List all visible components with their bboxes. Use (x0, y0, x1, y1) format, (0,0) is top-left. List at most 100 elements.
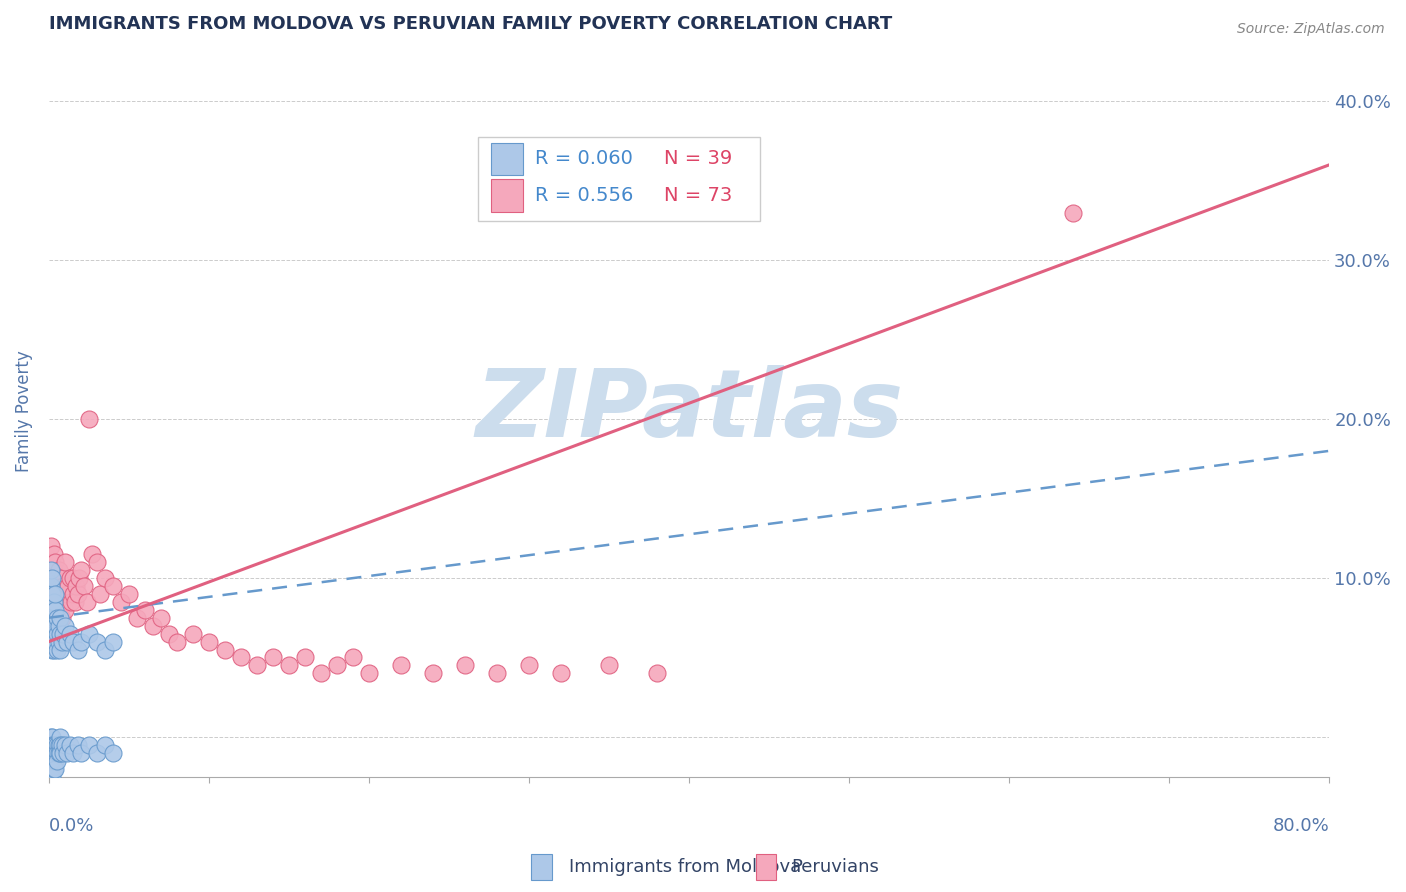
Point (49, 746, 72, 760)
Point (42, 587, 65, 601)
Point (309, 666, 332, 681)
Point (44, 555, 66, 569)
Point (214, 642, 236, 657)
Point (53, 603, 76, 617)
Point (44, 587, 66, 601)
Point (46, 754, 69, 768)
Point (41, 571, 63, 585)
Point (62, 571, 84, 585)
Point (39, 539, 62, 553)
Point (181, 626, 204, 640)
Point (59, 738, 82, 752)
Text: Immigrants from Moldova: Immigrants from Moldova (569, 858, 801, 876)
Point (42, 611, 65, 625)
Point (44, 762, 66, 776)
Point (41, 587, 63, 601)
Point (77, 626, 100, 640)
Point (645, 666, 668, 681)
Point (46, 746, 69, 760)
Point (66, 642, 89, 657)
Point (39, 579, 62, 593)
Point (150, 611, 173, 625)
Point (86, 746, 108, 760)
Point (48, 634, 70, 648)
Point (262, 650, 284, 665)
Point (86, 634, 108, 648)
Point (101, 634, 124, 648)
Point (42, 595, 65, 609)
Point (39, 611, 62, 625)
Text: N = 39: N = 39 (664, 150, 731, 169)
Text: R = 0.060: R = 0.060 (536, 150, 633, 169)
Point (41, 730, 63, 744)
Point (41, 634, 63, 648)
Point (41, 770, 63, 784)
Point (48, 563, 70, 577)
Point (486, 666, 509, 681)
Point (44, 579, 66, 593)
Point (39, 579, 62, 593)
Point (41, 746, 63, 760)
Point (49, 626, 72, 640)
Point (77, 412, 100, 426)
Point (49, 603, 72, 617)
Point (66, 738, 89, 752)
Text: N = 73: N = 73 (664, 186, 731, 205)
Point (39, 555, 62, 569)
Point (55, 634, 77, 648)
Point (51, 738, 73, 752)
Point (598, 658, 620, 673)
Point (52, 746, 75, 760)
Point (246, 658, 269, 673)
Point (55, 587, 77, 601)
Point (49, 738, 72, 752)
Point (42, 563, 65, 577)
Point (49, 642, 72, 657)
Point (59, 626, 82, 640)
Y-axis label: Family Poverty: Family Poverty (15, 351, 32, 472)
Point (86, 555, 108, 569)
Point (76, 595, 98, 609)
Point (1062, 205, 1084, 219)
Point (77, 738, 100, 752)
Point (48, 738, 70, 752)
Point (357, 666, 380, 681)
Point (62, 746, 84, 760)
Text: 80.0%: 80.0% (1272, 817, 1329, 835)
Point (422, 666, 444, 681)
Point (44, 603, 66, 617)
Point (82, 547, 104, 561)
Point (39, 730, 62, 744)
Point (60, 595, 83, 609)
Point (39, 626, 62, 640)
Point (41, 603, 63, 617)
Point (51, 634, 73, 648)
Point (142, 618, 165, 632)
Point (46, 595, 69, 609)
Point (53, 618, 76, 632)
Point (101, 746, 124, 760)
Point (550, 666, 572, 681)
Point (49, 730, 72, 744)
Point (39, 754, 62, 768)
Point (41, 762, 63, 776)
Point (46, 626, 69, 640)
Point (53, 738, 76, 752)
Point (42, 762, 65, 776)
Point (44, 754, 66, 768)
FancyBboxPatch shape (491, 179, 523, 212)
Point (39, 738, 62, 752)
Point (278, 658, 301, 673)
Point (517, 658, 540, 673)
Point (42, 611, 65, 625)
Point (294, 650, 316, 665)
Point (118, 587, 141, 601)
Point (41, 642, 63, 657)
Point (41, 618, 63, 632)
Text: R = 0.556: R = 0.556 (536, 186, 634, 205)
Point (44, 634, 66, 648)
Point (53, 555, 76, 569)
Point (51, 571, 73, 585)
Point (55, 746, 77, 760)
Point (39, 770, 62, 784)
